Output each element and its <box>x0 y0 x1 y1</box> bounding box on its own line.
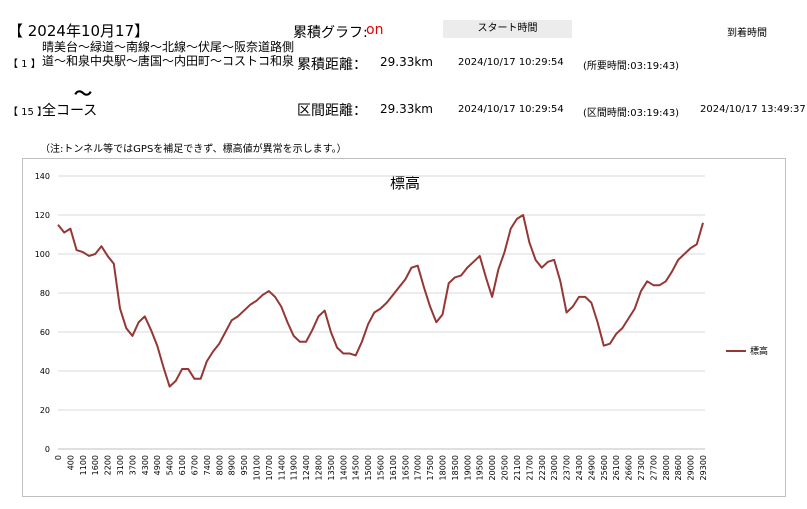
start-time: 2024/10/17 10:29:54 <box>458 104 564 115</box>
route-mark: 〜 <box>74 84 92 105</box>
x-tick-label: 5400 <box>166 455 175 475</box>
duration: (区間時間:03:19:43) <box>583 108 680 119</box>
x-tick-label: 14000 <box>339 455 348 480</box>
x-tick-label: 23000 <box>550 455 559 480</box>
x-tick-label: 13500 <box>327 455 336 480</box>
x-tick-label: 8000 <box>215 455 224 475</box>
x-tick-label: 8900 <box>228 455 237 475</box>
x-tick-label: 27300 <box>637 455 646 480</box>
row-index: 【 15 】 <box>8 107 48 118</box>
x-tick-label: 22300 <box>538 455 547 480</box>
start-header: スタート時間 <box>443 20 572 38</box>
x-tick-label: 12800 <box>314 455 323 480</box>
x-tick-label: 18500 <box>451 455 460 480</box>
y-tick-label: 40 <box>40 367 50 376</box>
x-tick-label: 28600 <box>674 455 683 480</box>
x-tick-label: 19500 <box>476 455 485 480</box>
y-tick-label: 80 <box>40 289 50 298</box>
x-tick-label: 20000 <box>488 455 497 480</box>
x-tick-label: 21100 <box>513 455 522 480</box>
y-tick-label: 0 <box>45 445 50 454</box>
graph-state: on <box>366 22 384 38</box>
x-tick-label: 15600 <box>377 455 386 480</box>
distance-label: 区間距離： <box>297 103 367 119</box>
x-tick-label: 3100 <box>116 455 125 475</box>
x-tick-label: 9500 <box>240 455 249 475</box>
x-tick-label: 26600 <box>625 455 634 480</box>
x-tick-label: 400 <box>66 455 75 470</box>
x-tick-label: 1600 <box>91 455 100 475</box>
x-tick-label: 2200 <box>104 455 113 475</box>
x-tick-label: 24300 <box>575 455 584 480</box>
graph-label: 累積グラフ: <box>293 25 368 41</box>
x-tick-label: 10700 <box>265 455 274 480</box>
x-tick-label: 27700 <box>649 455 658 480</box>
end-header: 到着時間 <box>727 28 767 39</box>
x-tick-label: 18000 <box>439 455 448 480</box>
x-tick-label: 23700 <box>563 455 572 480</box>
route: 全コース <box>42 103 98 119</box>
x-tick-label: 7400 <box>203 455 212 475</box>
x-tick-label: 15000 <box>364 455 373 480</box>
x-tick-label: 4900 <box>153 455 162 475</box>
date: 【 2024年10月17】 <box>8 22 150 40</box>
x-tick-label: 10100 <box>252 455 261 480</box>
y-tick-label: 140 <box>35 172 50 181</box>
chart-title: 標高 <box>390 174 420 192</box>
x-tick-label: 11900 <box>290 455 299 480</box>
note: （注:トンネル等ではGPSを補足できず、標高値が異常を示します。） <box>40 144 347 155</box>
distance: 29.33km <box>380 102 433 116</box>
x-tick-label: 28000 <box>662 455 671 480</box>
legend-label: 標高 <box>750 345 768 357</box>
line-series <box>57 214 704 388</box>
x-tick-label: 25600 <box>600 455 609 480</box>
route: 晴美台～緑道～南線～北線～伏尾～阪奈道路側道～和泉中央駅～唐国～内田町～コストコ… <box>42 40 295 68</box>
distance: 29.33km <box>380 55 433 69</box>
y-tick-label: 60 <box>40 328 50 337</box>
x-tick-label: 1100 <box>79 455 88 475</box>
x-tick-label: 26100 <box>612 455 621 480</box>
x-tick-label: 12400 <box>302 455 311 480</box>
x-tick-label: 4300 <box>141 455 150 475</box>
x-tick-label: 29300 <box>699 455 708 480</box>
x-tick-label: 21700 <box>525 455 534 480</box>
x-tick-label: 20500 <box>501 455 510 480</box>
end-time: 2024/10/17 13:49:37 <box>700 104 806 115</box>
row-index: 【 1 】 <box>8 59 41 70</box>
x-tick-label: 24900 <box>587 455 596 480</box>
x-tick-label: 19000 <box>463 455 472 480</box>
x-tick-label: 3700 <box>128 455 137 475</box>
x-tick-label: 6100 <box>178 455 187 475</box>
y-tick-label: 120 <box>35 211 50 220</box>
x-tick-label: 29000 <box>687 455 696 480</box>
y-tick-label: 20 <box>40 406 50 415</box>
x-tick-label: 17000 <box>414 455 423 480</box>
y-tick-label: 100 <box>35 250 50 259</box>
x-tick-label: 17500 <box>426 455 435 480</box>
start-time: 2024/10/17 10:29:54 <box>458 57 564 68</box>
x-tick-label: 0 <box>54 455 63 460</box>
x-tick-label: 16100 <box>389 455 398 480</box>
x-tick-label: 6700 <box>190 455 199 475</box>
distance-label: 累積距離： <box>297 57 367 73</box>
x-tick-label: 11400 <box>277 455 286 480</box>
x-tick-label: 16500 <box>401 455 410 480</box>
x-tick-label: 14500 <box>352 455 361 480</box>
duration: (所要時間:03:19:43) <box>583 61 680 72</box>
